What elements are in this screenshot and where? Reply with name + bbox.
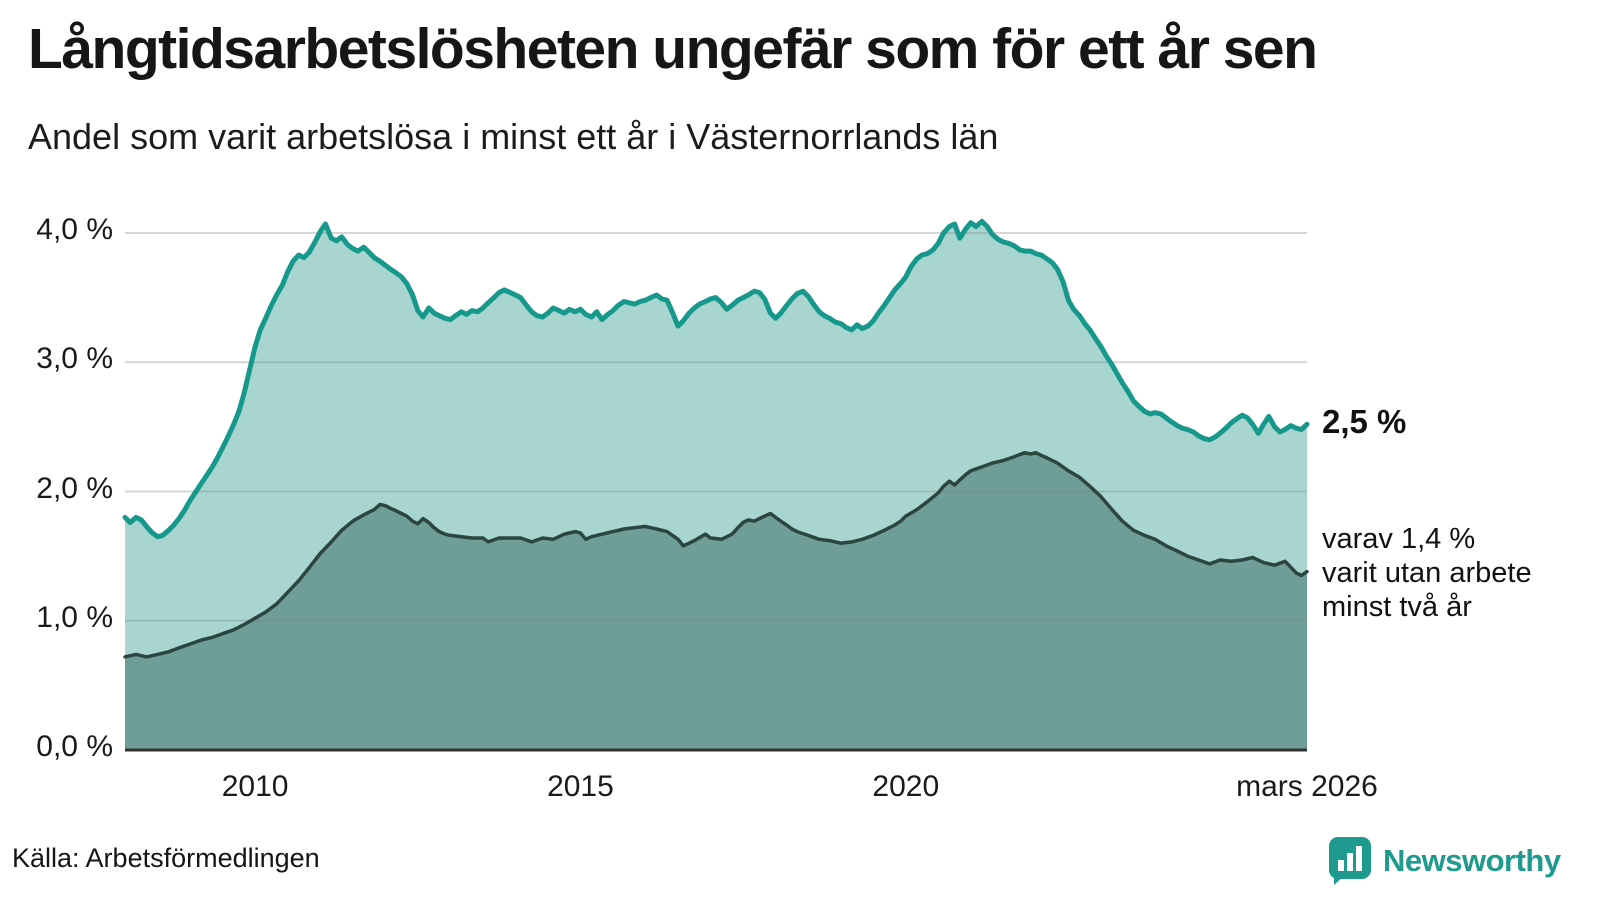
brand-name: Newsworthy bbox=[1383, 843, 1561, 878]
y-tick-label: 1,0 % bbox=[36, 600, 113, 634]
annotation-line: minst två år bbox=[1322, 590, 1472, 623]
series-end-value-label: 2,5 % bbox=[1322, 403, 1407, 441]
newsworthy-icon bbox=[1329, 837, 1371, 885]
y-tick-label: 4,0 % bbox=[36, 213, 113, 246]
logo-bar-2 bbox=[1347, 853, 1353, 871]
series-line-1 bbox=[123, 450, 1309, 659]
annotation-line: varav 1,4 % bbox=[1322, 522, 1476, 555]
page-title: Långtidsarbetslösheten ungefär som för e… bbox=[28, 17, 1318, 81]
logo-bubble-tail bbox=[1334, 876, 1344, 885]
x-tick-label: 2015 bbox=[547, 770, 614, 803]
logo-bar-3 bbox=[1356, 846, 1362, 871]
series-annotation: varav 1,4 % varit utan arbete minst två år bbox=[1322, 522, 1532, 624]
page-subtitle: Andel som varit arbetslösa i minst ett å… bbox=[28, 116, 999, 157]
x-tick-label: 2010 bbox=[221, 770, 289, 803]
x-tick-label: 2020 bbox=[872, 770, 940, 803]
annotation-line: varit utan arbete bbox=[1322, 556, 1532, 589]
y-tick-label: 2,0 % bbox=[36, 471, 113, 505]
y-tick-label: 0,0 % bbox=[36, 730, 113, 763]
x-tick-label: mars 2026 bbox=[1236, 770, 1378, 803]
y-tick-label: 3,0 % bbox=[36, 342, 113, 376]
logo-bar-1 bbox=[1338, 860, 1344, 871]
series-area-1 bbox=[125, 452, 1307, 750]
brand-logo: Newsworthy bbox=[1328, 836, 1561, 886]
source-credit: Källa: Arbetsförmedlingen bbox=[12, 843, 320, 873]
series-line-0 bbox=[122, 218, 1310, 540]
